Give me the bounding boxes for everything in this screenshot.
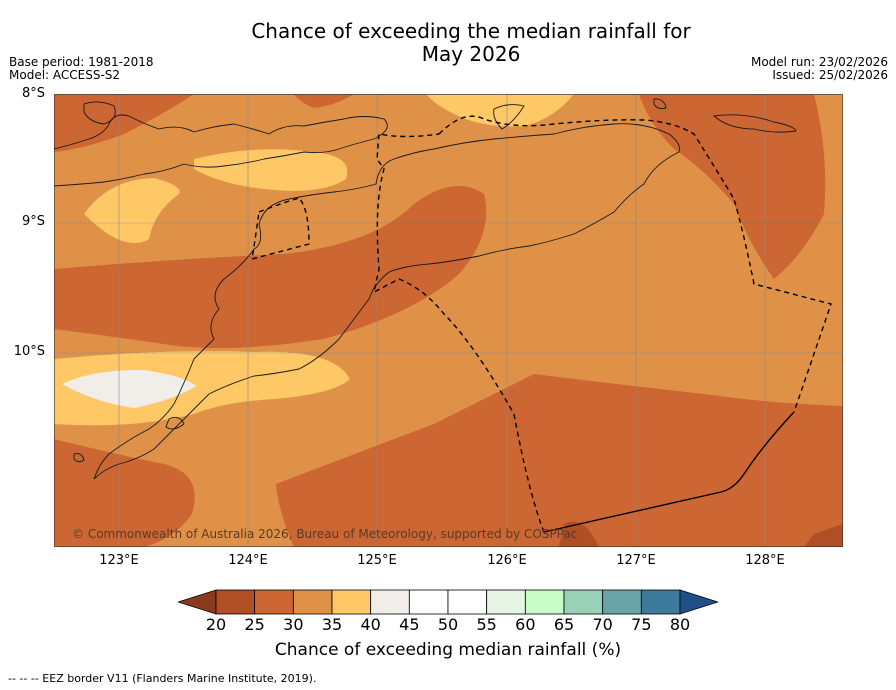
coastlines	[54, 98, 797, 480]
colorbar-segment	[215, 589, 256, 615]
model-run: Model run: 23/02/2026	[750, 55, 888, 69]
colorbar-segment	[447, 589, 488, 615]
colorbar-tick-label: 45	[399, 615, 420, 634]
copyright-text: © Commonwealth of Australia 2026, Bureau…	[72, 527, 577, 541]
rainfall-map: © Commonwealth of Australia 2026, Bureau…	[54, 94, 843, 547]
colorbar-segment	[292, 589, 333, 615]
colorbar-tick-label: 80	[669, 615, 691, 634]
meta-left: Base period: 1981-2018 Model: ACCESS-S2	[9, 56, 154, 82]
colorbar-extend-high	[679, 589, 718, 615]
issued-date: Issued: 25/02/2026	[772, 68, 888, 82]
lon-label-126e: 126°E	[487, 553, 527, 568]
colorbar-segment	[640, 589, 681, 615]
colorbar-segment	[254, 589, 294, 615]
colorbar-tick-label: 35	[321, 615, 343, 634]
colorbar-label: Chance of exceeding median rainfall (%)	[274, 640, 622, 660]
region-25-30-southeast	[276, 374, 843, 547]
colorbar-tick-label: 55	[476, 615, 497, 634]
region-40-45-southwest	[62, 369, 196, 408]
colorbar-tick-label: 25	[244, 615, 265, 634]
lat-label-10s: 10°S	[13, 344, 45, 359]
eez-border	[251, 115, 832, 533]
meta-right: Model run: 23/02/2026 Issued: 25/02/2026	[751, 56, 888, 82]
region-25-30-northwest	[54, 94, 194, 152]
lon-label-128e: 128°E	[745, 553, 785, 568]
lon-label-127e: 127°E	[616, 553, 656, 568]
colorbar-tick-label: 50	[437, 615, 459, 634]
region-20-25-southeast	[804, 524, 843, 547]
colorbar-tick-label: 30	[283, 615, 304, 634]
title-line-2: May 2026	[421, 42, 521, 66]
region-25-30-central-band	[54, 186, 487, 348]
colorbar-tick-label: 60	[515, 615, 536, 634]
colorbar-tick-label: 65	[553, 615, 575, 634]
colorbar-segment	[486, 589, 526, 615]
lon-label-125e: 125°E	[357, 553, 397, 568]
colorbar	[178, 589, 718, 615]
lon-label-124e: 124°E	[228, 553, 268, 568]
colorbar-segment	[370, 589, 410, 615]
map-title: Chance of exceeding the median rainfall …	[200, 20, 742, 66]
lon-gridlines	[118, 94, 766, 547]
eez-footnote: -- -- -- EEZ border V11 (Flanders Marine…	[8, 672, 317, 685]
region-25-30-northeast	[639, 94, 826, 279]
colorbar-segment	[331, 589, 372, 615]
region-35-40-west	[84, 178, 180, 244]
region-25-30-southwest	[54, 439, 195, 547]
region-25-30-north	[294, 94, 354, 108]
colorbar-segments	[178, 589, 718, 615]
colorbar-tick-label: 75	[631, 615, 652, 634]
model-name: Model: ACCESS-S2	[9, 68, 121, 82]
colorbar-tick-label: 70	[592, 615, 613, 634]
title-line-1: Chance of exceeding the median rainfall …	[251, 19, 691, 43]
base-period: Base period: 1981-2018	[9, 55, 154, 69]
colorbar-segment	[524, 589, 565, 615]
colorbar-segment	[602, 589, 642, 615]
colorbar-extend-low	[178, 589, 217, 615]
colorbar-segment	[408, 589, 449, 615]
region-35-40-north	[426, 94, 574, 127]
region-20-25-south	[559, 521, 599, 547]
colorbar-tick-label: 40	[360, 615, 381, 634]
colorbar-tick-label: 20	[205, 615, 227, 634]
region-35-40-northwest	[194, 149, 348, 191]
colorbar-segment	[563, 589, 604, 615]
lat-label-9s: 9°S	[21, 214, 45, 229]
map-frame	[54, 94, 843, 547]
lat-label-8s: 8°S	[21, 86, 45, 101]
lon-label-123e: 123°E	[99, 553, 139, 568]
